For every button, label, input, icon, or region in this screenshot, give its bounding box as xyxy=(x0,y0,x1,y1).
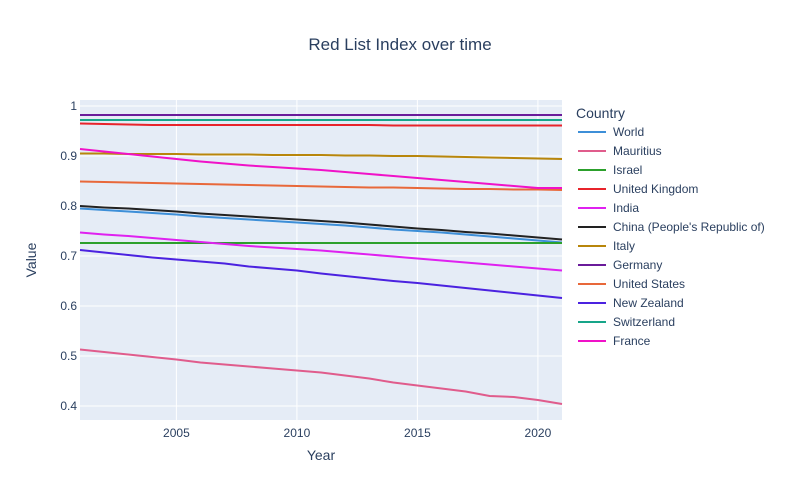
legend-label: United States xyxy=(613,277,685,291)
legend-label: Mauritius xyxy=(613,144,662,158)
x-tick-label: 2005 xyxy=(163,426,190,440)
legend-item: India xyxy=(578,201,639,215)
legend-item: China (People's Republic of) xyxy=(578,220,765,234)
legend-label: United Kingdom xyxy=(613,182,698,196)
legend-item: Italy xyxy=(578,239,635,253)
y-axis-title: Value xyxy=(23,242,39,277)
legend-item: United Kingdom xyxy=(578,182,698,196)
series-lines xyxy=(79,114,563,405)
y-tick-label: 0.6 xyxy=(60,299,77,313)
x-tick-label: 2010 xyxy=(284,426,311,440)
y-axis-ticks: 0.4 0.5 0.6 0.7 0.8 0.9 1 xyxy=(60,99,77,413)
chart-title: Red List Index over time xyxy=(308,35,491,54)
legend-label: World xyxy=(613,125,644,139)
y-tick-label: 0.7 xyxy=(60,249,77,263)
legend-label: France xyxy=(613,334,651,348)
legend-title: Country xyxy=(576,105,625,121)
series-line-9 xyxy=(79,249,563,299)
y-tick-label: 0.9 xyxy=(60,149,77,163)
y-tick-label: 0.4 xyxy=(60,399,77,413)
x-tick-label: 2020 xyxy=(525,426,552,440)
series-line-1 xyxy=(79,348,563,405)
legend-item: France xyxy=(578,334,651,348)
legend: Country World Mauritius Israel United Kingd… xyxy=(576,105,765,348)
series-line-6 xyxy=(80,152,563,160)
legend-label: Switzerland xyxy=(613,315,675,329)
legend-label: India xyxy=(613,201,639,215)
legend-item: New Zealand xyxy=(578,296,684,310)
legend-item: Germany xyxy=(578,258,662,272)
legend-item: United States xyxy=(578,277,685,291)
x-tick-label: 2015 xyxy=(404,426,431,440)
legend-item: Israel xyxy=(578,163,642,177)
y-tick-label: 1 xyxy=(70,99,77,113)
series-line-4 xyxy=(79,231,563,272)
legend-item: Mauritius xyxy=(578,144,662,158)
legend-label: Germany xyxy=(613,258,662,272)
legend-label: Israel xyxy=(613,163,642,177)
series-line-0 xyxy=(79,207,563,244)
legend-label: China (People's Republic of) xyxy=(613,220,765,234)
legend-item: Switzerland xyxy=(578,315,675,329)
series-line-3 xyxy=(79,122,562,127)
x-axis-title: Year xyxy=(307,447,336,463)
legend-label: New Zealand xyxy=(613,296,684,310)
y-tick-label: 0.8 xyxy=(60,199,77,213)
legend-item: World xyxy=(578,125,644,139)
y-tick-label: 0.5 xyxy=(60,349,77,363)
x-axis-ticks: 2005 2010 2015 2020 xyxy=(163,426,552,440)
series-line-5 xyxy=(79,205,563,241)
series-line-8 xyxy=(79,180,563,191)
series-line-11 xyxy=(79,148,562,189)
legend-label: Italy xyxy=(613,239,635,253)
